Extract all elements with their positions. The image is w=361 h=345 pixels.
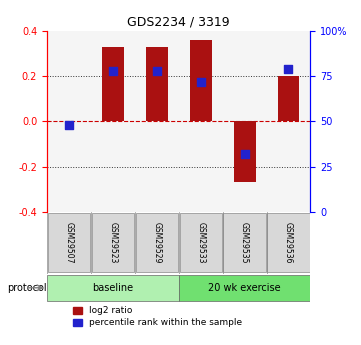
Text: baseline: baseline bbox=[92, 283, 133, 293]
Bar bbox=[234, 121, 256, 182]
FancyBboxPatch shape bbox=[223, 213, 266, 272]
Point bbox=[66, 122, 72, 128]
Bar bbox=[190, 40, 212, 121]
Bar bbox=[102, 47, 124, 121]
Point bbox=[154, 68, 160, 73]
Legend: log2 ratio, percentile rank within the sample: log2 ratio, percentile rank within the s… bbox=[73, 306, 242, 327]
Text: protocol: protocol bbox=[7, 283, 47, 293]
FancyBboxPatch shape bbox=[179, 275, 310, 300]
Bar bbox=[146, 47, 168, 121]
FancyBboxPatch shape bbox=[179, 213, 222, 272]
Bar bbox=[278, 76, 300, 121]
Text: GSM29535: GSM29535 bbox=[240, 222, 249, 263]
FancyBboxPatch shape bbox=[268, 213, 310, 272]
FancyBboxPatch shape bbox=[47, 275, 179, 300]
FancyBboxPatch shape bbox=[136, 213, 178, 272]
Text: GSM29529: GSM29529 bbox=[152, 222, 161, 263]
Text: GSM29533: GSM29533 bbox=[196, 222, 205, 263]
Point bbox=[242, 151, 248, 157]
Point bbox=[198, 79, 204, 85]
FancyBboxPatch shape bbox=[92, 213, 134, 272]
FancyBboxPatch shape bbox=[48, 213, 90, 272]
Text: GSM29507: GSM29507 bbox=[64, 222, 73, 263]
Text: 20 wk exercise: 20 wk exercise bbox=[208, 283, 281, 293]
Point bbox=[110, 68, 116, 73]
Title: GDS2234 / 3319: GDS2234 / 3319 bbox=[127, 16, 230, 29]
Text: GSM29536: GSM29536 bbox=[284, 222, 293, 263]
Point bbox=[286, 66, 291, 72]
Text: GSM29523: GSM29523 bbox=[108, 222, 117, 263]
